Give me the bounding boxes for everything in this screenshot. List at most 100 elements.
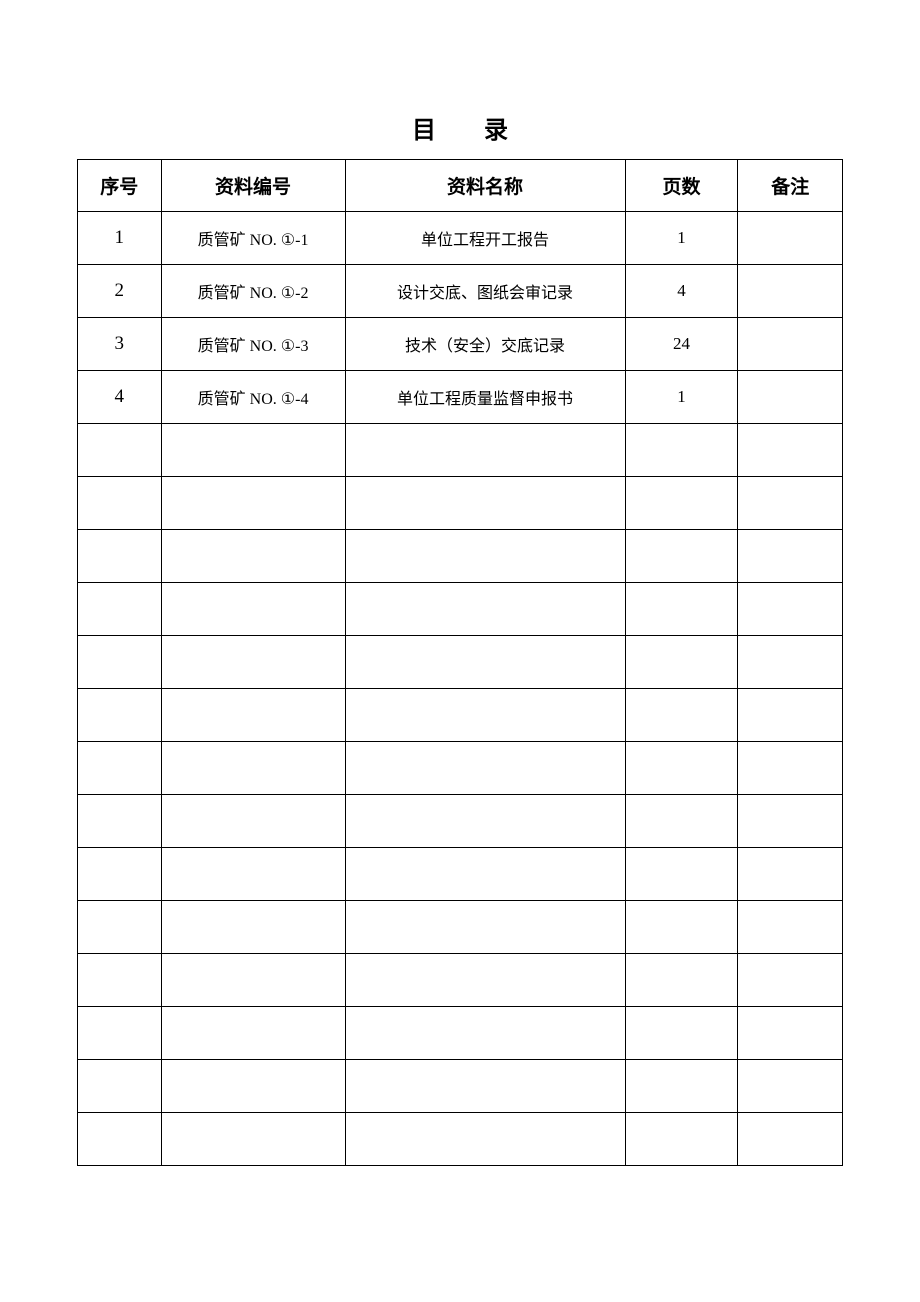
cell-remark — [738, 1060, 843, 1113]
title-char-1: 目 — [412, 118, 436, 144]
cell-name: 单位工程质量监督申报书 — [345, 371, 625, 424]
cell-name — [345, 954, 625, 1007]
cell-name — [345, 689, 625, 742]
cell-code — [161, 901, 345, 954]
title-char-2: 录 — [484, 118, 508, 144]
cell-pages: 4 — [625, 265, 738, 318]
cell-remark — [738, 848, 843, 901]
table-row — [78, 901, 843, 954]
cell-pages — [625, 1007, 738, 1060]
table-row — [78, 848, 843, 901]
cell-seq — [78, 1007, 162, 1060]
header-pages: 页数 — [625, 160, 738, 212]
cell-pages — [625, 901, 738, 954]
cell-name: 技术（安全）交底记录 — [345, 318, 625, 371]
cell-name — [345, 742, 625, 795]
header-code: 资料编号 — [161, 160, 345, 212]
cell-pages — [625, 1113, 738, 1166]
cell-code — [161, 530, 345, 583]
cell-remark — [738, 530, 843, 583]
table-row — [78, 530, 843, 583]
cell-pages — [625, 636, 738, 689]
cell-name: 单位工程开工报告 — [345, 212, 625, 265]
cell-code: 质管矿 NO. ①-2 — [161, 265, 345, 318]
cell-pages: 24 — [625, 318, 738, 371]
cell-code — [161, 954, 345, 1007]
table-row — [78, 954, 843, 1007]
cell-pages — [625, 742, 738, 795]
cell-seq — [78, 530, 162, 583]
cell-name — [345, 1007, 625, 1060]
cell-pages — [625, 583, 738, 636]
cell-name — [345, 848, 625, 901]
cell-code — [161, 424, 345, 477]
cell-code — [161, 689, 345, 742]
cell-name: 设计交底、图纸会审记录 — [345, 265, 625, 318]
cell-pages — [625, 424, 738, 477]
cell-name — [345, 795, 625, 848]
cell-name — [345, 901, 625, 954]
cell-pages — [625, 689, 738, 742]
cell-name — [345, 477, 625, 530]
cell-seq — [78, 583, 162, 636]
header-name: 资料名称 — [345, 160, 625, 212]
cell-code — [161, 583, 345, 636]
page-title: 目录 — [77, 110, 843, 145]
table-row — [78, 477, 843, 530]
cell-name — [345, 583, 625, 636]
cell-code — [161, 795, 345, 848]
cell-remark — [738, 265, 843, 318]
header-remark: 备注 — [738, 160, 843, 212]
cell-remark — [738, 583, 843, 636]
cell-remark — [738, 742, 843, 795]
cell-code — [161, 477, 345, 530]
cell-code — [161, 1113, 345, 1166]
table-row: 3质管矿 NO. ①-3技术（安全）交底记录24 — [78, 318, 843, 371]
cell-name — [345, 530, 625, 583]
cell-pages — [625, 477, 738, 530]
table-row — [78, 583, 843, 636]
cell-pages — [625, 1060, 738, 1113]
cell-seq — [78, 477, 162, 530]
cell-remark — [738, 689, 843, 742]
cell-seq — [78, 901, 162, 954]
cell-remark — [738, 795, 843, 848]
table-row: 1质管矿 NO. ①-1单位工程开工报告1 — [78, 212, 843, 265]
cell-code — [161, 848, 345, 901]
cell-seq — [78, 848, 162, 901]
table-row — [78, 689, 843, 742]
cell-pages — [625, 954, 738, 1007]
cell-name — [345, 1113, 625, 1166]
table-row — [78, 636, 843, 689]
cell-seq — [78, 1060, 162, 1113]
table-row — [78, 424, 843, 477]
cell-remark — [738, 636, 843, 689]
cell-remark — [738, 954, 843, 1007]
cell-pages: 1 — [625, 212, 738, 265]
table-row — [78, 795, 843, 848]
cell-remark — [738, 212, 843, 265]
cell-seq — [78, 742, 162, 795]
cell-pages: 1 — [625, 371, 738, 424]
cell-code: 质管矿 NO. ①-4 — [161, 371, 345, 424]
cell-remark — [738, 477, 843, 530]
table-row — [78, 1007, 843, 1060]
cell-seq: 4 — [78, 371, 162, 424]
cell-seq — [78, 424, 162, 477]
header-seq: 序号 — [78, 160, 162, 212]
cell-seq — [78, 954, 162, 1007]
cell-seq — [78, 689, 162, 742]
cell-seq: 3 — [78, 318, 162, 371]
cell-remark — [738, 901, 843, 954]
table-row: 4质管矿 NO. ①-4单位工程质量监督申报书1 — [78, 371, 843, 424]
cell-pages — [625, 530, 738, 583]
table-row — [78, 1113, 843, 1166]
cell-pages — [625, 795, 738, 848]
cell-code: 质管矿 NO. ①-3 — [161, 318, 345, 371]
cell-code — [161, 742, 345, 795]
cell-remark — [738, 1113, 843, 1166]
cell-seq — [78, 795, 162, 848]
table-header-row: 序号 资料编号 资料名称 页数 备注 — [78, 160, 843, 212]
catalog-table: 序号 资料编号 资料名称 页数 备注 1质管矿 NO. ①-1单位工程开工报告1… — [77, 159, 843, 1166]
cell-code — [161, 1060, 345, 1113]
